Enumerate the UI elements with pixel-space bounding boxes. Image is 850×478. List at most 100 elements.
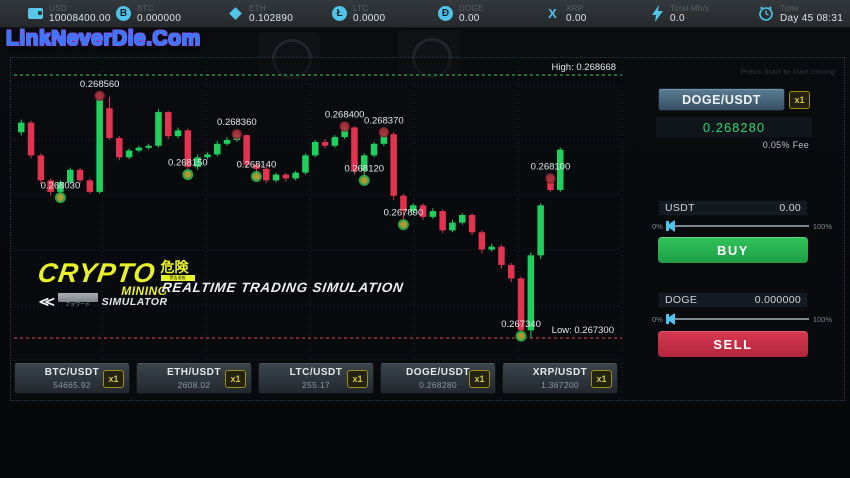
multiplier-badge[interactable]: x1 [469,370,490,388]
svg-text:0.268560: 0.268560 [80,79,120,90]
xrp-value: 0.00 [566,12,587,24]
xrp-balance: X XRP 0.00 [545,2,587,25]
game-time: Time Day 45 08:31 [758,2,843,25]
usd-balance: USD 10008400.00 [28,2,111,25]
svg-text:0.267340: 0.267340 [501,319,541,330]
multiplier-badge[interactable]: x1 [103,370,124,388]
ghost-hint-text: Press Start to start mining [740,67,835,76]
clock-icon [759,6,773,21]
chart-canvas: High: 0.268668 Low: 0.267300 0.268030 0.268… [14,62,623,393]
buy-amount-value: 0.00 [779,202,801,214]
svg-text:0.268140: 0.268140 [237,160,277,171]
keyboard-icon [57,293,98,302]
usd-label: USD [49,3,67,13]
ltc-label: LTC [353,3,369,13]
svg-text:0.268370: 0.268370 [364,115,404,126]
btc-icon: B [116,6,131,21]
pair-card-xrp[interactable]: XRP/USDT 1.367200 x1 [502,363,618,394]
xrp-icon: X [548,6,557,21]
btc-value: 0.000000 [137,12,182,24]
eth-icon [229,7,242,20]
eth-balance: ETH 0.102890 [228,2,293,25]
sell-slider[interactable]: 0% 100% [652,313,832,325]
buy-button[interactable]: BUY [658,237,808,263]
time-label: Time [780,3,799,13]
sell-max-label: 100% [812,314,832,324]
wallet-icon [28,8,43,19]
multiplier-badge[interactable]: x1 [225,370,246,388]
fast-forward-icon: ≪ [38,294,55,309]
logo-simulator: SIMULATOR [101,296,168,308]
doge-balance: Đ DOGE 0.00 [438,2,484,25]
current-price: 0.268280 [655,116,813,138]
pair-name: ETH/USDT [167,366,221,378]
ltc-icon: Ł [332,6,347,21]
usd-value: 10008400.00 [49,12,111,24]
svg-text:0.268150: 0.268150 [168,158,208,169]
mhs-label: Total Mh/s [670,3,710,13]
fee-label: 0.05% Fee [762,140,809,150]
sell-slider-track[interactable] [665,313,809,325]
watermark: LinkNeverDie.Com [6,27,201,50]
sell-amount-field[interactable]: DOGE 0.000000 [658,292,808,308]
svg-text:0.267890: 0.267890 [384,208,424,219]
btc-label: BTC [137,3,154,13]
time-value: Day 45 08:31 [780,12,844,24]
bolt-icon [652,5,663,22]
pair-price: 1.367200 [541,379,579,390]
pair-multiplier-badge[interactable]: x1 [789,90,810,109]
buy-slider-track[interactable] [665,220,809,232]
svg-text:Low: 0.267300: Low: 0.267300 [552,325,614,336]
svg-text:0.268030: 0.268030 [41,181,81,192]
mhs-value: 0.0 [670,12,685,24]
logo-mining: MINING [121,284,168,298]
multiplier-badge[interactable]: x1 [347,370,368,388]
buy-min-label: 0% [652,221,663,231]
multiplier-badge[interactable]: x1 [591,370,612,388]
eth-value: 0.102890 [249,12,294,24]
game-logo: CRYPTO 危険 警告速報 ≪ フォワード MINING SIMULATOR [35,258,368,309]
svg-text:0.268100: 0.268100 [531,161,571,172]
logo-title: CRYPTO [35,258,158,288]
svg-text:0.268120: 0.268120 [344,163,384,174]
sell-slider-handle[interactable] [665,313,675,325]
doge-value: 0.00 [459,12,480,24]
buy-slider[interactable]: 0% 100% [652,220,832,232]
xrp-label: XRP [566,3,584,13]
pair-name: BTC/USDT [44,366,100,378]
sell-min-label: 0% [652,314,663,324]
buy-amount-field[interactable]: USDT 0.00 [658,200,808,216]
pair-selector-row: BTC/USDT 54665.92 x1 ETH/USDT 2608.02 x1… [14,363,618,394]
pair-price: 255.17 [302,379,330,390]
logo-kanji: 危険 [160,259,189,275]
logo-strip: 警告速報 [160,275,195,281]
candlestick-chart: High: 0.268668 Low: 0.267300 0.268030 0.268… [10,57,642,400]
svg-text:0.268400: 0.268400 [325,110,365,121]
eth-label: ETH [249,3,266,13]
doge-label: DOGE [459,3,484,13]
total-mhs: Total Mh/s 0.0 [652,2,709,25]
pair-price: 0.268280 [419,379,457,390]
sell-amount-value: 0.000000 [754,294,801,306]
pair-card-btc[interactable]: BTC/USDT 54665.92 x1 [14,363,130,394]
pair-name: XRP/USDT [532,366,588,378]
buy-slider-handle[interactable] [665,220,675,232]
svg-text:0.268360: 0.268360 [217,117,257,128]
pair-card-ltc[interactable]: LTC/USDT 255.17 x1 [258,363,374,394]
ltc-value: 0.0000 [353,12,386,24]
logo-sub: フォワード [65,302,91,308]
pair-price: 2608.02 [177,379,211,390]
svg-text:High: 0.268668: High: 0.268668 [552,62,616,73]
pair-name: LTC/USDT [289,366,343,378]
pair-price: 54665.92 [53,379,91,390]
pair-card-eth[interactable]: ETH/USDT 2608.02 x1 [136,363,252,394]
sell-button[interactable]: SELL [658,331,808,357]
tagline: REALTIME TRADING SIMULATION [160,280,405,295]
ltc-balance: Ł LTC 0.0000 [332,2,385,25]
doge-icon: Đ [438,6,453,21]
buy-max-label: 100% [812,221,832,231]
pair-card-doge[interactable]: DOGE/USDT 0.268280 x1 [380,363,496,394]
active-pair-button[interactable]: DOGE/USDT [658,88,785,111]
pair-name: DOGE/USDT [406,366,470,378]
